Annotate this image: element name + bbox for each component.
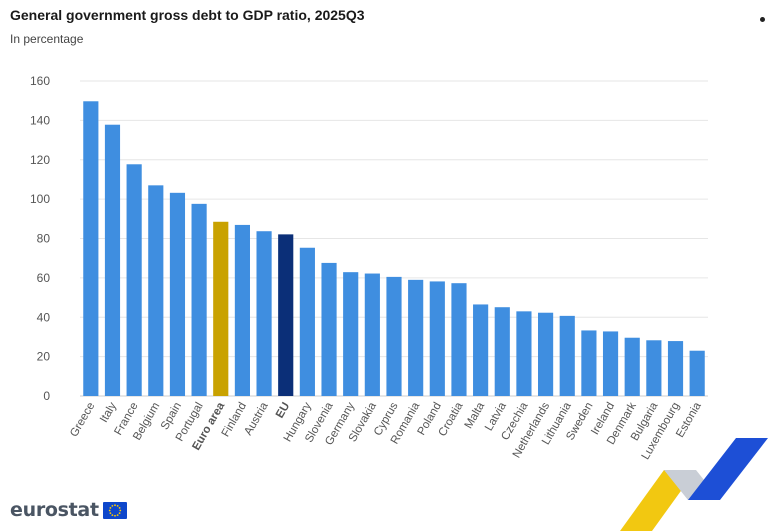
bar-netherlands[interactable]	[538, 312, 554, 396]
bar-bulgaria[interactable]	[646, 340, 662, 396]
y-tick-label: 160	[30, 74, 50, 88]
bar-denmark[interactable]	[624, 337, 640, 396]
bar-slovakia[interactable]	[364, 273, 380, 396]
bar-cyprus[interactable]	[386, 276, 402, 396]
bar-germany[interactable]	[343, 272, 359, 396]
bar-belgium[interactable]	[148, 185, 164, 396]
bar-sweden[interactable]	[581, 330, 597, 396]
x-tick-label: Greece	[68, 401, 97, 440]
bar-romania[interactable]	[408, 279, 424, 396]
y-tick-label: 120	[30, 153, 50, 167]
bars	[83, 101, 705, 397]
bar-france[interactable]	[126, 164, 142, 396]
y-tick-label: 140	[30, 113, 50, 127]
eurostat-decoration-graphic	[620, 438, 768, 531]
bar-croatia[interactable]	[451, 283, 467, 396]
bar-hungary[interactable]	[299, 247, 315, 396]
bar-estonia[interactable]	[689, 350, 705, 396]
bar-eu[interactable]	[278, 234, 294, 396]
eurostat-logo[interactable]: eurostat	[10, 499, 127, 521]
y-tick-label: 40	[37, 310, 51, 324]
x-tick-label: EU	[274, 401, 292, 421]
y-tick-label: 100	[30, 192, 50, 206]
bar-latvia[interactable]	[494, 307, 510, 396]
y-axis-ticks: 0 20 40 60 80 100 120 140 160	[30, 74, 50, 403]
bar-portugal[interactable]	[191, 203, 207, 396]
y-tick-label: 20	[37, 350, 51, 364]
bar-luxembourg[interactable]	[667, 341, 684, 396]
bar-austria[interactable]	[256, 231, 272, 396]
eurostat-logo-text: eurostat	[10, 499, 99, 521]
chart-menu-icon[interactable]	[760, 17, 765, 22]
bar-slovenia[interactable]	[321, 262, 337, 396]
bar-italy[interactable]	[104, 124, 121, 397]
y-tick-label: 0	[43, 389, 50, 403]
chart-subtitle: In percentage	[10, 32, 84, 46]
y-tick-label: 60	[37, 271, 51, 285]
x-tick-label: Italy	[98, 400, 119, 424]
bar-czechia[interactable]	[516, 311, 532, 396]
bar-euro-area[interactable]	[213, 221, 229, 396]
bar-spain[interactable]	[169, 192, 186, 396]
bar-greece[interactable]	[83, 101, 99, 396]
bar-finland[interactable]	[234, 224, 250, 396]
eu-flag-icon	[102, 501, 127, 519]
bar-ireland[interactable]	[602, 331, 619, 396]
bar-malta[interactable]	[473, 304, 489, 396]
chart-title: General government gross debt to GDP rat…	[10, 7, 365, 23]
x-axis-ticks: Greece ItalyFranceBelgiumSpainPortugalEur…	[68, 400, 704, 462]
bar-lithuania[interactable]	[559, 315, 575, 396]
bar-poland[interactable]	[429, 281, 445, 396]
y-tick-label: 80	[37, 232, 51, 246]
